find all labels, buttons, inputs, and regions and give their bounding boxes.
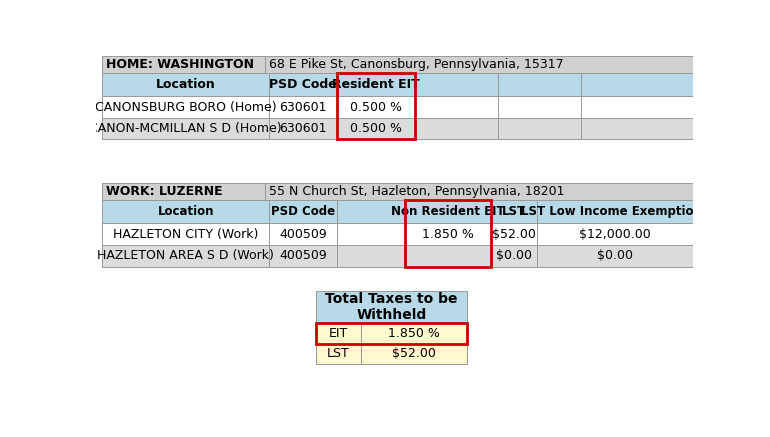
Text: 68 E Pike St, Canonsburg, Pennsylvania, 15317: 68 E Pike St, Canonsburg, Pennsylvania, … [269, 58, 564, 71]
Text: $52.00: $52.00 [392, 347, 436, 360]
Bar [497, 96, 581, 118]
Text: 0.500 %: 0.500 % [350, 122, 402, 135]
Text: 0.500 %: 0.500 % [350, 101, 402, 114]
Bar [537, 200, 693, 223]
Bar [581, 96, 693, 118]
Bar [337, 96, 415, 118]
Bar [581, 118, 693, 139]
Bar [102, 73, 269, 96]
Bar [537, 223, 693, 245]
Text: WORK: LUZERNE: WORK: LUZERNE [106, 185, 223, 198]
Bar [316, 323, 360, 343]
Bar [337, 73, 415, 96]
Text: LST Low Income Exemptions: LST Low Income Exemptions [521, 205, 709, 218]
Bar [490, 200, 537, 223]
Bar [415, 73, 497, 96]
Text: 55 N Church St, Hazleton, Pennsylvania, 18201: 55 N Church St, Hazleton, Pennsylvania, … [269, 185, 564, 198]
Text: HAZLETON AREA S D (Work): HAZLETON AREA S D (Work) [97, 249, 274, 262]
Bar [102, 200, 269, 223]
Text: 630601: 630601 [280, 101, 327, 114]
Text: PSD Code: PSD Code [271, 205, 335, 218]
Bar [406, 200, 490, 267]
Bar [269, 245, 337, 267]
Bar [406, 245, 490, 267]
Bar [269, 96, 337, 118]
Bar [406, 223, 490, 245]
Bar [415, 96, 497, 118]
Bar [102, 184, 265, 200]
Bar [337, 245, 406, 267]
Text: 630601: 630601 [280, 122, 327, 135]
Bar [269, 73, 337, 96]
Bar [269, 200, 337, 223]
Bar [316, 291, 467, 323]
Bar [102, 223, 269, 245]
Bar [337, 200, 406, 223]
Bar [497, 118, 581, 139]
Bar [337, 73, 415, 139]
Text: Location: Location [156, 78, 216, 91]
Bar [265, 56, 693, 73]
Text: HOME: WASHINGTON: HOME: WASHINGTON [106, 58, 254, 71]
Bar [490, 223, 537, 245]
Text: 400509: 400509 [280, 249, 327, 262]
Text: CANON-MCMILLAN S D (Home): CANON-MCMILLAN S D (Home) [89, 122, 282, 135]
Bar [316, 323, 467, 343]
Text: 1.850 %: 1.850 % [422, 228, 474, 241]
Bar [337, 223, 406, 245]
Bar [102, 56, 265, 73]
Bar [360, 343, 467, 364]
Bar [269, 223, 337, 245]
Text: CANONSBURG BORO (Home): CANONSBURG BORO (Home) [95, 101, 276, 114]
Bar [490, 245, 537, 267]
Bar [316, 343, 360, 364]
Text: LST: LST [326, 347, 350, 360]
Text: PSD Code: PSD Code [270, 78, 337, 91]
Bar [406, 200, 490, 223]
Text: Total Taxes to be
Withheld: Total Taxes to be Withheld [325, 292, 458, 323]
Bar [102, 96, 269, 118]
Text: LST: LST [502, 205, 526, 218]
Text: 1.850 %: 1.850 % [388, 327, 440, 340]
Text: EIT: EIT [329, 327, 348, 340]
Text: HAZLETON CITY (Work): HAZLETON CITY (Work) [113, 228, 259, 241]
Bar [265, 184, 693, 200]
Text: Resident EIT: Resident EIT [332, 78, 420, 91]
Bar [337, 118, 415, 139]
Bar [537, 245, 693, 267]
Bar [581, 73, 693, 96]
Bar [360, 323, 467, 343]
Text: Non Resident EIT: Non Resident EIT [391, 205, 505, 218]
Bar [269, 118, 337, 139]
Text: $12,000.00: $12,000.00 [579, 228, 651, 241]
Text: Location: Location [158, 205, 214, 218]
Text: $0.00: $0.00 [597, 249, 633, 262]
Text: $52.00: $52.00 [492, 228, 536, 241]
Bar [102, 118, 269, 139]
Bar [102, 245, 269, 267]
Bar [415, 118, 497, 139]
Text: 400509: 400509 [280, 228, 327, 241]
Bar [497, 73, 581, 96]
Text: $0.00: $0.00 [496, 249, 532, 262]
